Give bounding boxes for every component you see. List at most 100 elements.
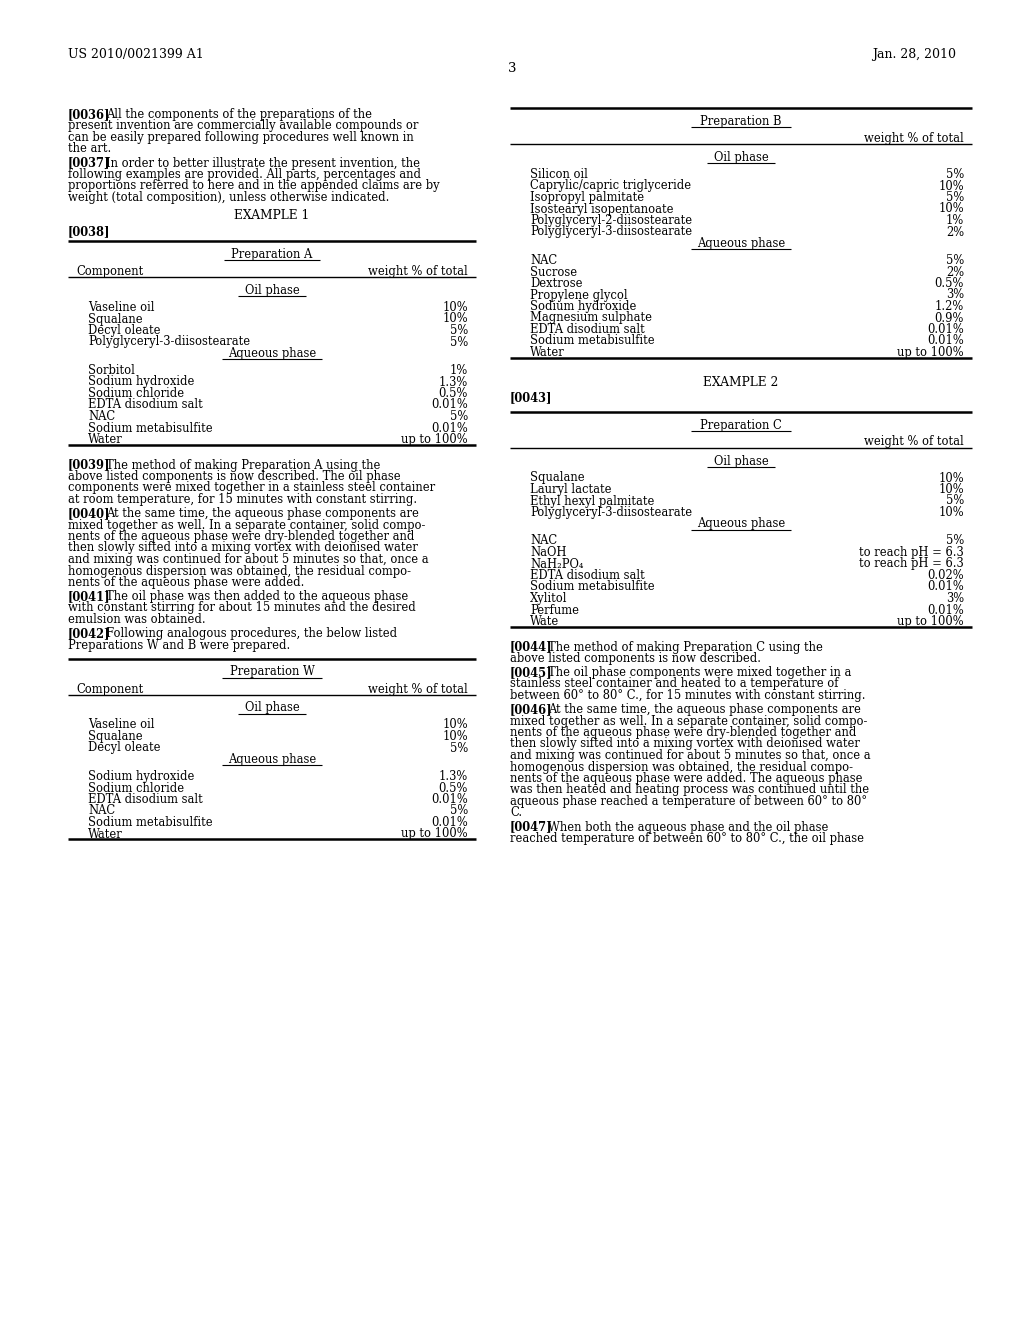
- Text: 10%: 10%: [938, 202, 964, 215]
- Text: 1.3%: 1.3%: [438, 375, 468, 388]
- Text: Silicon oil: Silicon oil: [530, 168, 588, 181]
- Text: 0.01%: 0.01%: [431, 793, 468, 807]
- Text: Sodium chloride: Sodium chloride: [88, 781, 184, 795]
- Text: Preparation B: Preparation B: [700, 115, 781, 128]
- Text: homogenous dispersion was obtained, the residual compo-: homogenous dispersion was obtained, the …: [68, 565, 411, 578]
- Text: weight (total composition), unless otherwise indicated.: weight (total composition), unless other…: [68, 191, 389, 205]
- Text: Following analogous procedures, the below listed: Following analogous procedures, the belo…: [106, 627, 397, 640]
- Text: emulsion was obtained.: emulsion was obtained.: [68, 612, 206, 626]
- Text: to reach pH = 6.3: to reach pH = 6.3: [859, 546, 964, 558]
- Text: 5%: 5%: [946, 495, 964, 507]
- Text: [0041]: [0041]: [68, 590, 111, 603]
- Text: Preparation A: Preparation A: [231, 248, 312, 261]
- Text: Caprylic/capric triglyceride: Caprylic/capric triglyceride: [530, 180, 691, 193]
- Text: Water: Water: [530, 346, 565, 359]
- Text: NAC: NAC: [530, 253, 557, 267]
- Text: Sodium metabisulfite: Sodium metabisulfite: [88, 816, 213, 829]
- Text: up to 100%: up to 100%: [897, 615, 964, 628]
- Text: EXAMPLE 2: EXAMPLE 2: [703, 375, 778, 388]
- Text: Lauryl lactate: Lauryl lactate: [530, 483, 611, 496]
- Text: 0.5%: 0.5%: [438, 387, 468, 400]
- Text: 1%: 1%: [946, 214, 964, 227]
- Text: At the same time, the aqueous phase components are: At the same time, the aqueous phase comp…: [548, 704, 861, 715]
- Text: Aqueous phase: Aqueous phase: [697, 517, 785, 531]
- Text: 1%: 1%: [450, 364, 468, 378]
- Text: 3%: 3%: [946, 591, 964, 605]
- Text: Oil phase: Oil phase: [245, 284, 299, 297]
- Text: following examples are provided. All parts, percentages and: following examples are provided. All par…: [68, 168, 421, 181]
- Text: 0.9%: 0.9%: [935, 312, 964, 325]
- Text: Polyglyceryl-3-diisostearate: Polyglyceryl-3-diisostearate: [88, 335, 250, 348]
- Text: the art.: the art.: [68, 143, 112, 156]
- Text: then slowly sifted into a mixing vortex with deionised water: then slowly sifted into a mixing vortex …: [68, 541, 418, 554]
- Text: present invention are commercially available compounds or: present invention are commercially avail…: [68, 120, 419, 132]
- Text: [0036]: [0036]: [68, 108, 111, 121]
- Text: [0039]: [0039]: [68, 458, 111, 471]
- Text: Isostearyl isopentanoate: Isostearyl isopentanoate: [530, 202, 674, 215]
- Text: reached temperature of between 60° to 80° C., the oil phase: reached temperature of between 60° to 80…: [510, 832, 864, 845]
- Text: proportions referred to here and in the appended claims are by: proportions referred to here and in the …: [68, 180, 439, 193]
- Text: 5%: 5%: [450, 742, 468, 755]
- Text: then slowly sifted into a mixing vortex with deionised water: then slowly sifted into a mixing vortex …: [510, 738, 860, 751]
- Text: When both the aqueous phase and the oil phase: When both the aqueous phase and the oil …: [548, 821, 828, 833]
- Text: [0042]: [0042]: [68, 627, 111, 640]
- Text: 10%: 10%: [938, 471, 964, 484]
- Text: 2%: 2%: [946, 265, 964, 279]
- Text: EDTA disodium salt: EDTA disodium salt: [530, 569, 645, 582]
- Text: Isopropyl palmitate: Isopropyl palmitate: [530, 191, 644, 205]
- Text: Dextrose: Dextrose: [530, 277, 583, 290]
- Text: weight % of total: weight % of total: [864, 132, 964, 145]
- Text: 0.02%: 0.02%: [928, 569, 964, 582]
- Text: The oil phase was then added to the aqueous phase: The oil phase was then added to the aque…: [106, 590, 409, 603]
- Text: components were mixed together in a stainless steel container: components were mixed together in a stai…: [68, 482, 435, 495]
- Text: [0044]: [0044]: [510, 640, 553, 653]
- Text: Sodium chloride: Sodium chloride: [88, 387, 184, 400]
- Text: Sorbitol: Sorbitol: [88, 364, 135, 378]
- Text: Preparation W: Preparation W: [229, 665, 314, 678]
- Text: Sodium metabisulfite: Sodium metabisulfite: [530, 581, 654, 594]
- Text: Sodium hydroxide: Sodium hydroxide: [88, 770, 195, 783]
- Text: weight % of total: weight % of total: [369, 682, 468, 696]
- Text: The method of making Preparation C using the: The method of making Preparation C using…: [548, 640, 823, 653]
- Text: Squalane: Squalane: [530, 471, 585, 484]
- Text: with constant stirring for about 15 minutes and the desired: with constant stirring for about 15 minu…: [68, 602, 416, 615]
- Text: mixed together as well. In a separate container, solid compo-: mixed together as well. In a separate co…: [68, 519, 425, 532]
- Text: above listed components is now described. The oil phase: above listed components is now described…: [68, 470, 400, 483]
- Text: and mixing was continued for about 5 minutes so that, once a: and mixing was continued for about 5 min…: [510, 748, 870, 762]
- Text: Vaseline oil: Vaseline oil: [88, 301, 155, 314]
- Text: The oil phase components were mixed together in a: The oil phase components were mixed toge…: [548, 667, 851, 678]
- Text: 0.01%: 0.01%: [928, 581, 964, 594]
- Text: 5%: 5%: [946, 535, 964, 548]
- Text: 0.01%: 0.01%: [431, 816, 468, 829]
- Text: Sodium hydroxide: Sodium hydroxide: [530, 300, 636, 313]
- Text: Squalane: Squalane: [88, 313, 142, 326]
- Text: Aqueous phase: Aqueous phase: [228, 752, 316, 766]
- Text: above listed components is now described.: above listed components is now described…: [510, 652, 761, 665]
- Text: mixed together as well. In a separate container, solid compo-: mixed together as well. In a separate co…: [510, 714, 867, 727]
- Text: can be easily prepared following procedures well known in: can be easily prepared following procedu…: [68, 131, 414, 144]
- Text: Component: Component: [76, 265, 143, 279]
- Text: Oil phase: Oil phase: [714, 150, 768, 164]
- Text: nents of the aqueous phase were dry-blended together and: nents of the aqueous phase were dry-blen…: [68, 531, 415, 543]
- Text: Squalane: Squalane: [88, 730, 142, 743]
- Text: up to 100%: up to 100%: [897, 346, 964, 359]
- Text: 5%: 5%: [946, 253, 964, 267]
- Text: 0.5%: 0.5%: [438, 781, 468, 795]
- Text: 10%: 10%: [442, 718, 468, 731]
- Text: Water: Water: [88, 433, 123, 446]
- Text: Decyl oleate: Decyl oleate: [88, 323, 161, 337]
- Text: 0.01%: 0.01%: [431, 421, 468, 434]
- Text: nents of the aqueous phase were dry-blended together and: nents of the aqueous phase were dry-blen…: [510, 726, 856, 739]
- Text: aqueous phase reached a temperature of between 60° to 80°: aqueous phase reached a temperature of b…: [510, 795, 867, 808]
- Text: Component: Component: [76, 682, 143, 696]
- Text: 10%: 10%: [938, 483, 964, 496]
- Text: Magnesium sulphate: Magnesium sulphate: [530, 312, 652, 325]
- Text: 3: 3: [508, 62, 516, 75]
- Text: between 60° to 80° C., for 15 minutes with constant stirring.: between 60° to 80° C., for 15 minutes wi…: [510, 689, 865, 702]
- Text: Ethyl hexyl palmitate: Ethyl hexyl palmitate: [530, 495, 654, 507]
- Text: Xylitol: Xylitol: [530, 591, 567, 605]
- Text: Water: Water: [88, 828, 123, 841]
- Text: 0.01%: 0.01%: [928, 323, 964, 337]
- Text: In order to better illustrate the present invention, the: In order to better illustrate the presen…: [106, 157, 420, 169]
- Text: [0045]: [0045]: [510, 667, 553, 678]
